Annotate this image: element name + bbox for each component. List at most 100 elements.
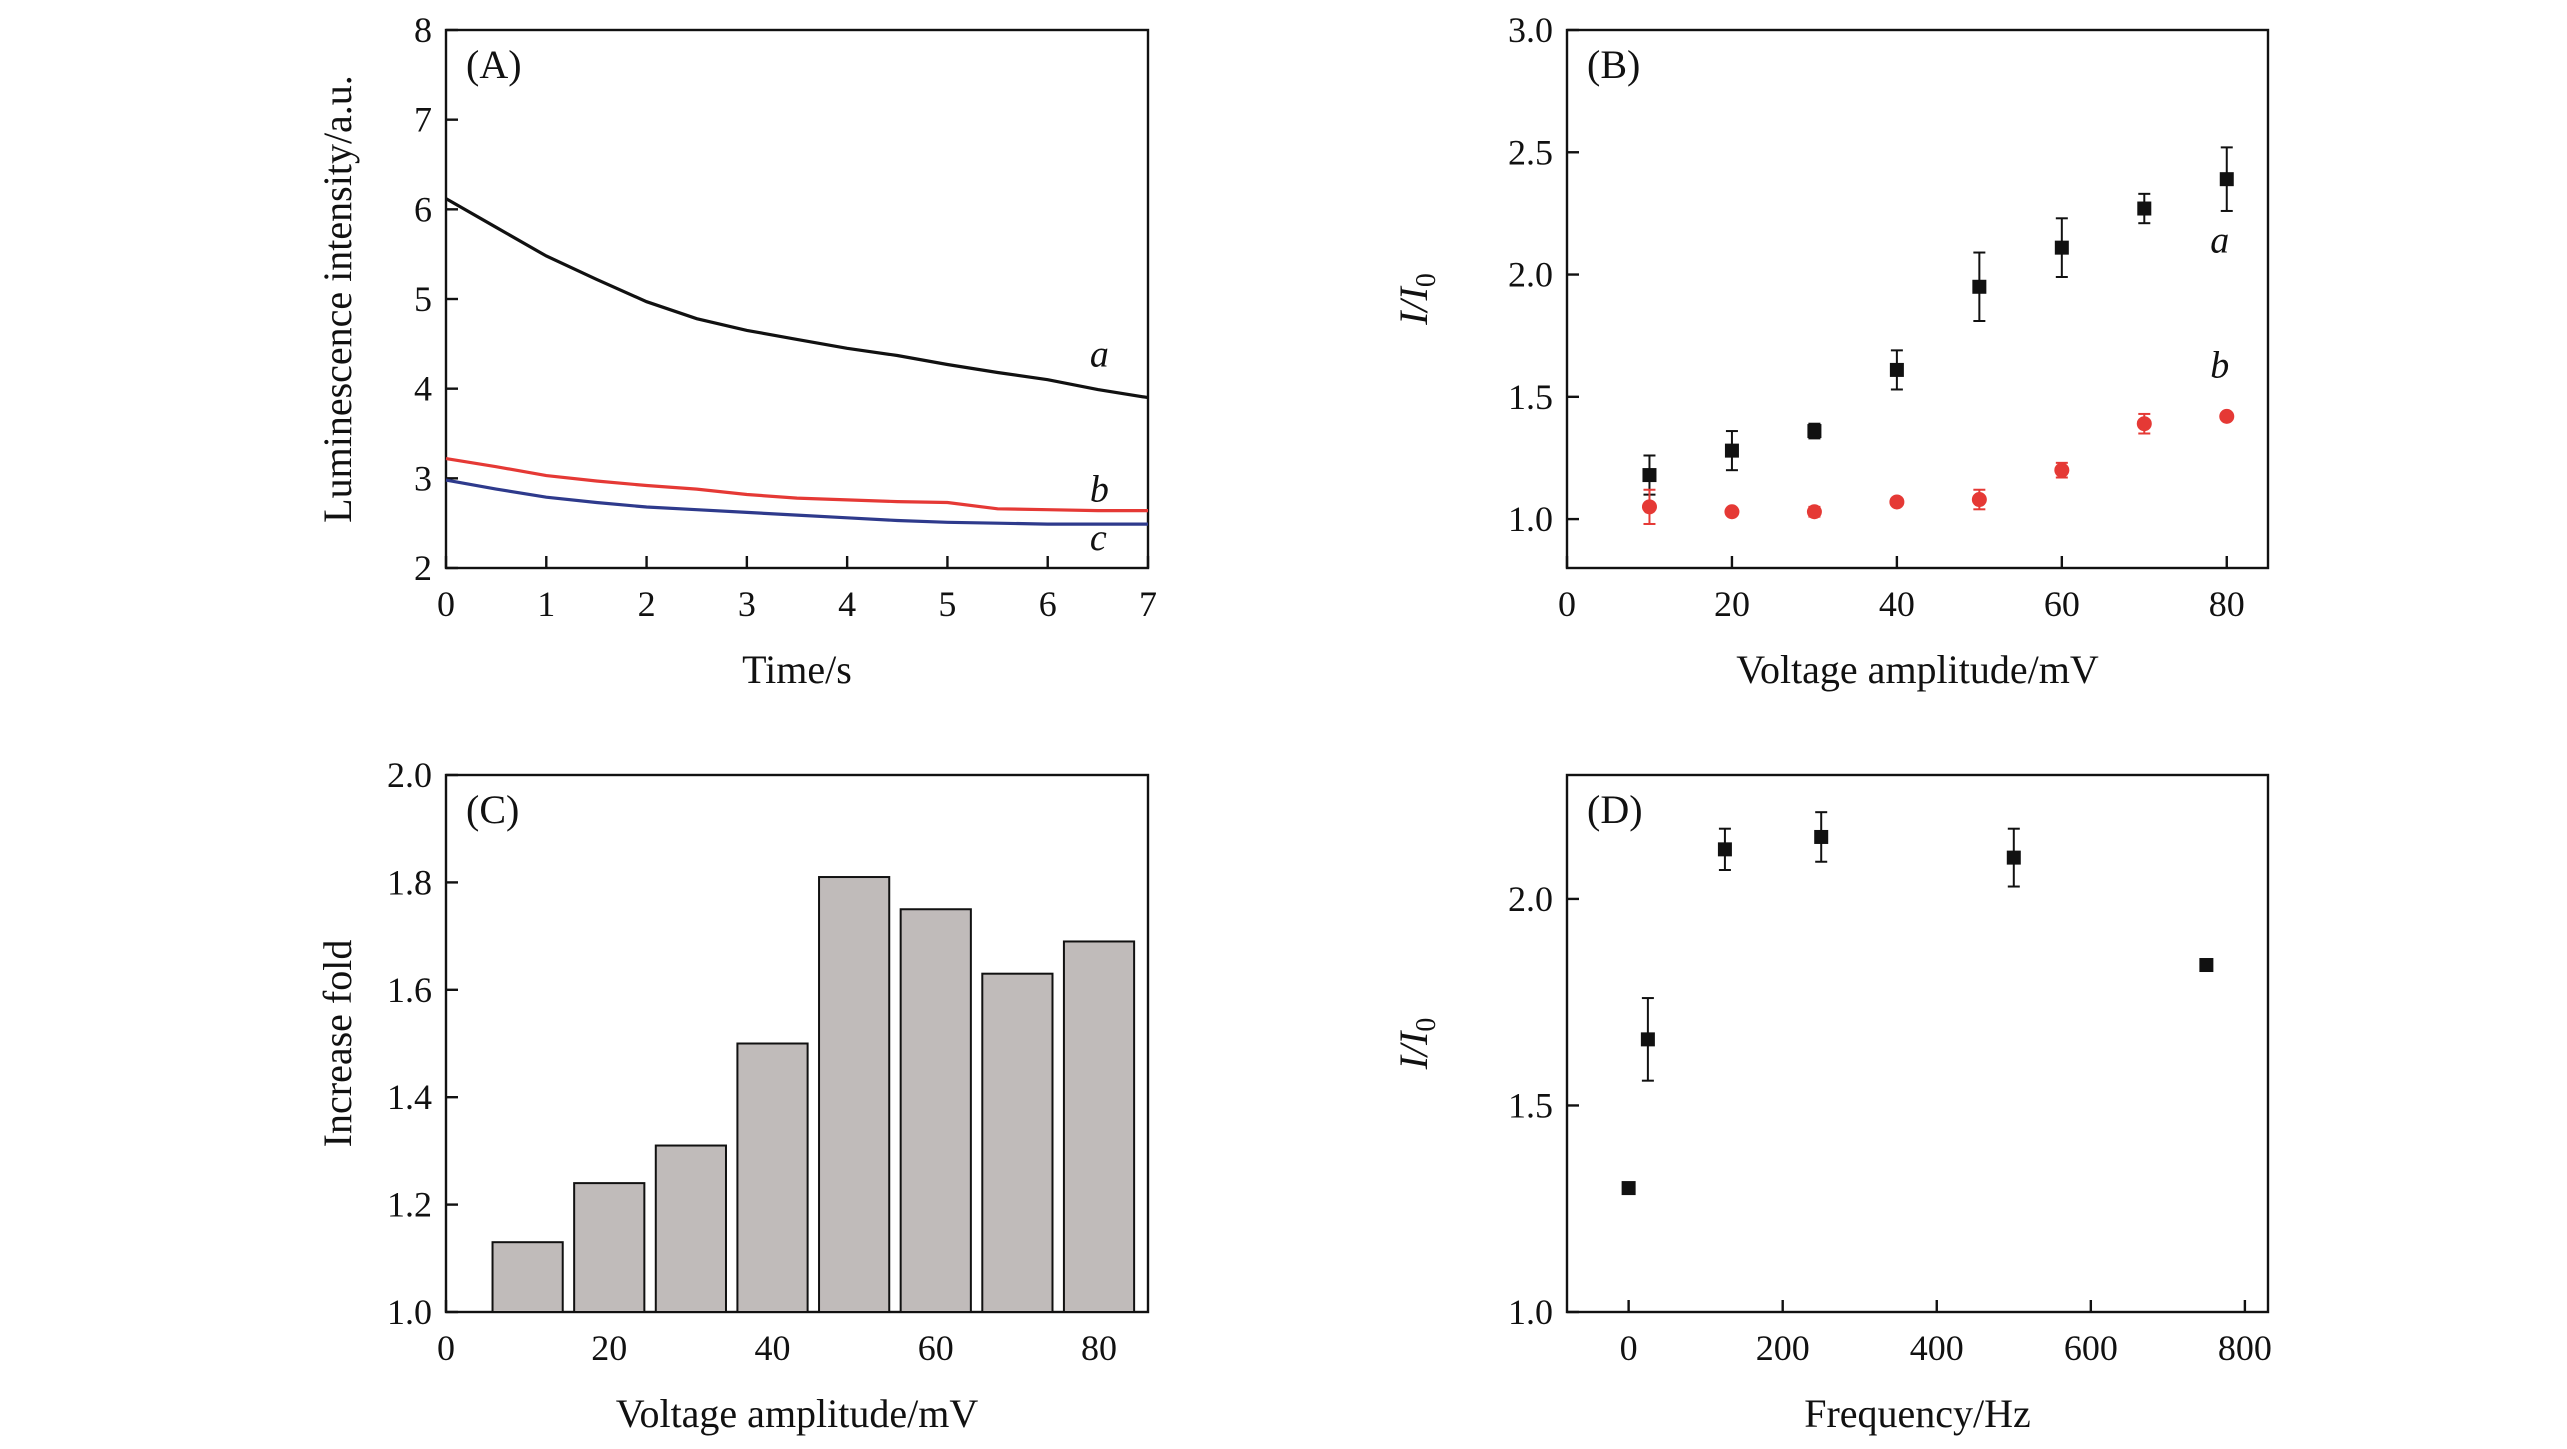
- x-tick-label: 1: [537, 584, 555, 624]
- y-tick-label: 1.0: [387, 1292, 432, 1332]
- data-point-a: [1724, 443, 1739, 458]
- bar: [818, 876, 891, 1314]
- data-point-a: [1889, 362, 1904, 377]
- x-tick-label: 20: [1714, 584, 1750, 624]
- bar: [736, 1042, 809, 1313]
- y-tick-label: 2.5: [1508, 132, 1553, 172]
- x-tick-label: 0: [437, 584, 455, 624]
- y-tick-label: 1.8: [387, 862, 432, 902]
- bar: [491, 1241, 564, 1313]
- y-tick-label: 1.0: [1508, 1292, 1553, 1332]
- x-tick-label: 0: [437, 1328, 455, 1368]
- x-tick-label: 5: [938, 584, 956, 624]
- series-line-b: [445, 457, 1148, 513]
- data-point-a: [1972, 279, 1987, 294]
- x-tick-label: 2: [638, 584, 656, 624]
- y-tick-label: 2.0: [1508, 255, 1553, 295]
- panel-label: (A): [466, 42, 522, 87]
- panel-a: 0 1 2 3 4 5 6 7 2 3 4 5 6 7 8 Time/s Luminescence intens…: [315, 10, 1157, 692]
- panel-label: (B): [1587, 42, 1640, 87]
- data-point-a: [1642, 468, 1657, 483]
- x-tick-label: 3: [738, 584, 756, 624]
- data-point-b: [2054, 462, 2070, 478]
- data-point-a: [2054, 240, 2069, 255]
- series-label-c: c: [1090, 517, 1107, 559]
- series-line-c: [445, 478, 1148, 526]
- x-tick-label: 60: [918, 1328, 954, 1368]
- y-tick-label: 2: [414, 548, 432, 588]
- y-axis-label-main: I/I: [1391, 1030, 1436, 1070]
- data-point-b: [1724, 504, 1740, 520]
- x-tick-label: 40: [755, 1328, 791, 1368]
- data-point-a: [1807, 424, 1822, 439]
- y-tick-label: 7: [414, 100, 432, 140]
- panel-c: 0 20 40 60 80 1.0 1.2 1.4 1.6 1.8 2.0 Voltage ampli…: [315, 755, 1150, 1436]
- y-axis-label-main: I/I: [1391, 285, 1436, 325]
- x-axis-label: Voltage amplitude/mV: [1736, 647, 2099, 692]
- y-axis-label: Luminescence intensity/a.u.: [315, 75, 360, 523]
- data-point: [2199, 958, 2214, 973]
- data-point: [1814, 829, 1829, 844]
- plot-frame: [1565, 28, 2270, 570]
- x-tick-label: 800: [2218, 1328, 2272, 1368]
- data-point-b: [2136, 416, 2152, 432]
- y-tick-label: 4: [414, 369, 432, 409]
- data-point-b: [1971, 492, 1987, 508]
- series-label-b: b: [2210, 344, 2229, 386]
- y-axis-label: Increase fold: [315, 940, 360, 1148]
- data-point-b: [1806, 504, 1822, 520]
- y-tick-label: 8: [414, 10, 432, 50]
- x-axis-label: Time/s: [742, 647, 852, 692]
- bar: [981, 972, 1054, 1313]
- panel-d: 0 200 400 600 8001.01.52.0Frequency/HzI/I0(D…: [1391, 773, 2272, 1436]
- x-tick-label: 80: [2209, 584, 2245, 624]
- panel-label: (D): [1587, 787, 1643, 832]
- x-tick-label: 600: [2064, 1328, 2118, 1368]
- x-tick-label: 200: [1756, 1328, 1810, 1368]
- x-tick-label: 400: [1910, 1328, 1964, 1368]
- y-tick-label: 3.0: [1508, 10, 1553, 50]
- y-axis-label: I/I0: [1391, 273, 1442, 326]
- y-tick-label: 2.0: [387, 755, 432, 795]
- x-tick-label: 60: [2044, 584, 2080, 624]
- data-point: [2006, 850, 2021, 865]
- bar: [573, 1182, 646, 1313]
- x-tick-label: 7: [1139, 584, 1157, 624]
- data-point-a: [2219, 172, 2234, 187]
- data-point: [1640, 1032, 1655, 1047]
- series-label-a: a: [1090, 333, 1109, 375]
- data-point-b: [2219, 408, 2235, 424]
- y-tick-label: 1.0: [1508, 499, 1553, 539]
- y-tick-label: 2.0: [1508, 879, 1553, 919]
- y-tick-label: 3: [414, 458, 432, 498]
- x-axis-label: Voltage amplitude/mV: [616, 1391, 979, 1436]
- data-point: [1621, 1181, 1636, 1196]
- data-point-a: [2137, 201, 2152, 216]
- y-tick-label: 1.6: [387, 970, 432, 1010]
- y-axis-label-sub: 0: [1411, 273, 1442, 287]
- y-tick-label: 5: [414, 279, 432, 319]
- series-line-a: [445, 197, 1149, 400]
- x-tick-label: 0: [1620, 1328, 1638, 1368]
- x-tick-label: 40: [1879, 584, 1915, 624]
- plot-frame: [1565, 773, 2270, 1314]
- x-tick-label: 6: [1039, 584, 1057, 624]
- bar: [1062, 940, 1136, 1313]
- x-tick-label: 80: [1081, 1328, 1117, 1368]
- panel-label: (C): [466, 787, 519, 832]
- panel-b: 0 20 40 60 80 1.0 1.5 2.0 2.5 3.0 Voltage amplitud…: [1391, 10, 2270, 692]
- plot-frame: [444, 28, 1150, 570]
- y-axis-label-sub: 0: [1411, 1018, 1442, 1032]
- y-tick-label: 1.5: [1508, 377, 1553, 417]
- data-point-b: [1641, 499, 1657, 515]
- x-tick-label: 4: [838, 584, 856, 624]
- y-tick-label: 1.2: [387, 1185, 432, 1225]
- series-label-a: a: [2210, 220, 2229, 262]
- y-tick-label: 1.5: [1508, 1085, 1553, 1125]
- y-tick-label: 1.4: [387, 1077, 432, 1117]
- y-tick-label: 6: [414, 189, 432, 229]
- y-axis-label: I/I0: [1391, 1018, 1442, 1071]
- x-tick-label: 20: [591, 1328, 627, 1368]
- x-axis-label: Frequency/Hz: [1804, 1391, 2031, 1436]
